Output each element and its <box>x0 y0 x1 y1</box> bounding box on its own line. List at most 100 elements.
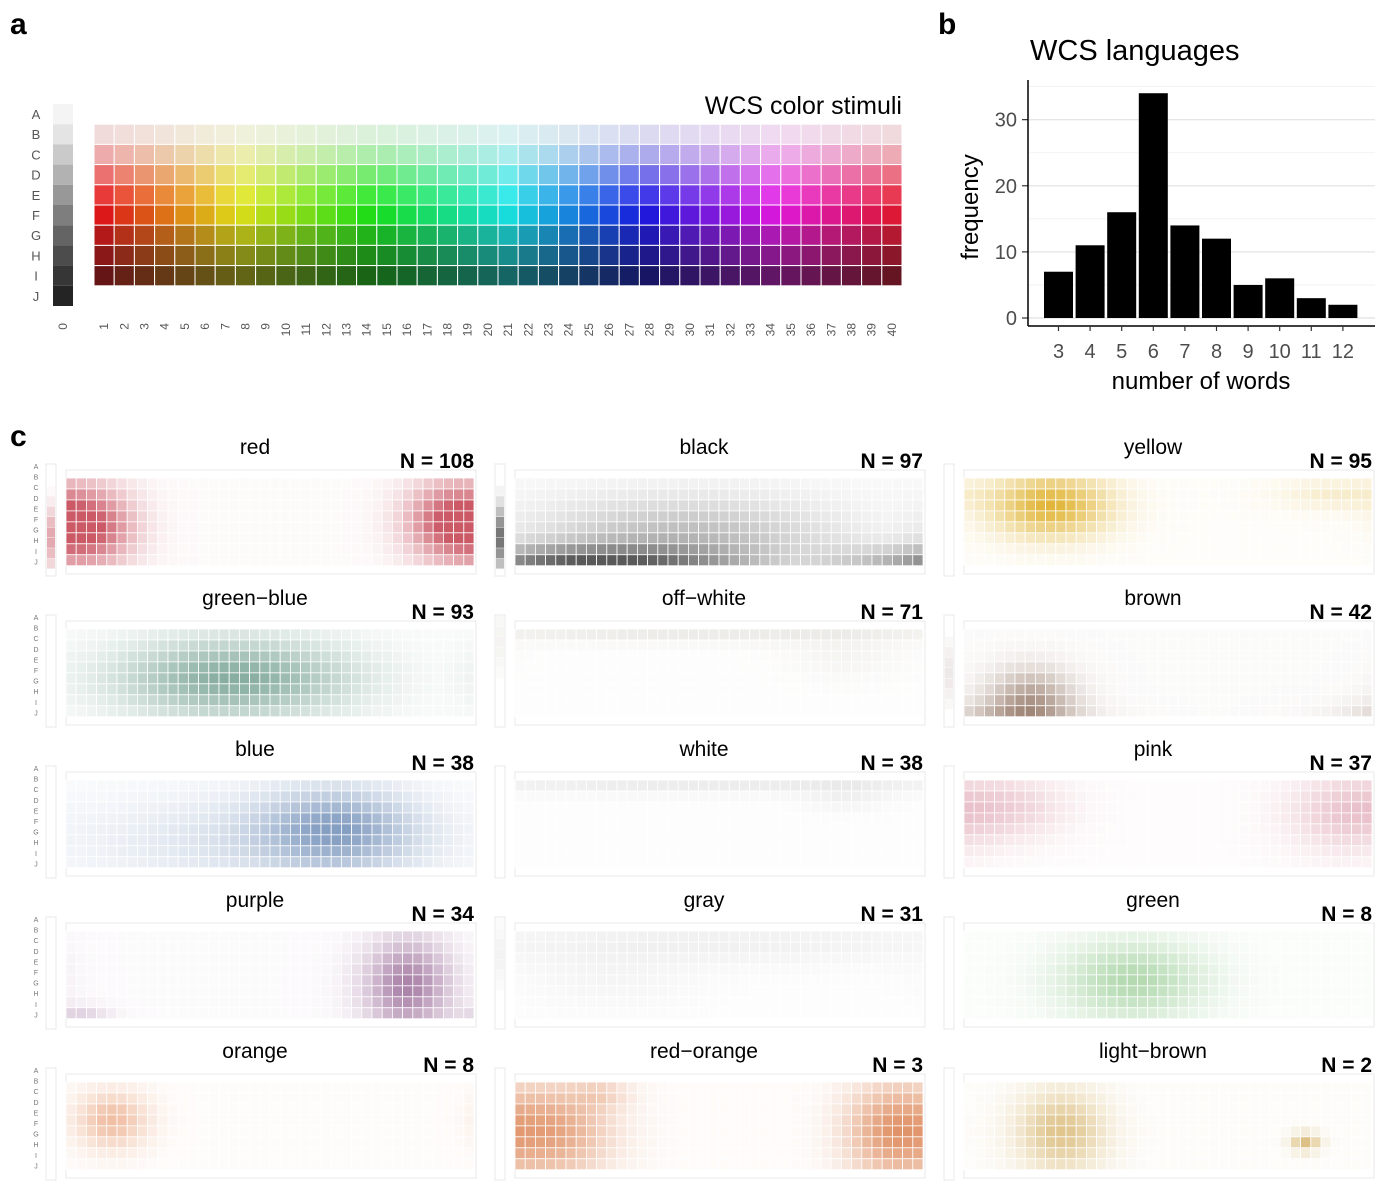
heat-cell <box>391 952 403 965</box>
heat-cell <box>463 845 475 858</box>
heat-cell <box>1249 834 1261 847</box>
heat-cell <box>871 532 883 545</box>
heat-cell <box>1351 996 1363 1009</box>
heat-cell <box>1106 554 1118 567</box>
heat-cell <box>126 1147 138 1160</box>
heat-cell <box>1004 834 1016 847</box>
column-label: 2 <box>117 323 131 330</box>
heat-cell <box>1228 532 1240 545</box>
heat-cell <box>1259 694 1271 707</box>
heat-cell <box>688 963 700 976</box>
heat-cell <box>698 1103 710 1116</box>
heat-cell <box>1157 823 1169 836</box>
heat-cell <box>759 779 771 792</box>
heat-cell <box>1279 694 1291 707</box>
heat-cell <box>861 650 873 663</box>
heat-cell <box>65 1007 77 1020</box>
heat-cell <box>106 477 118 490</box>
heat-cell <box>973 543 985 556</box>
heat-cell <box>106 521 118 534</box>
heat-cell <box>779 543 791 556</box>
heat-cell <box>1320 661 1332 674</box>
heat-cell <box>361 941 373 954</box>
heat-cell <box>1259 963 1271 976</box>
heat-cell <box>1177 996 1189 1009</box>
heat-cell <box>463 510 475 523</box>
heat-cell <box>340 554 352 567</box>
heat-cell <box>496 959 504 970</box>
color-chip <box>154 164 176 186</box>
heat-cell <box>688 779 700 792</box>
heat-cell <box>698 532 710 545</box>
heat-cell <box>575 705 587 718</box>
heat-cell <box>177 1092 189 1105</box>
heat-cell <box>126 823 138 836</box>
heat-cell <box>1147 974 1159 987</box>
heat-cell <box>800 650 812 663</box>
heat-cell <box>892 554 904 567</box>
heat-cell <box>463 543 475 556</box>
heat-cell <box>1188 856 1200 869</box>
heat-cell <box>1157 996 1169 1009</box>
heat-cell <box>320 779 332 792</box>
panel-title: red−orange <box>650 1040 758 1063</box>
heat-cell <box>1004 705 1016 718</box>
heat-cell <box>728 996 740 1009</box>
heat-cell <box>739 801 751 814</box>
heat-cell <box>238 834 250 847</box>
heat-cell <box>851 823 863 836</box>
heat-cell <box>810 1081 822 1094</box>
heat-cell <box>238 1147 250 1160</box>
heat-cell <box>1116 628 1128 641</box>
heat-cell <box>749 801 761 814</box>
heat-cell <box>984 996 996 1009</box>
heat-cell <box>75 694 87 707</box>
heat-cell <box>463 672 475 685</box>
heat-cell <box>524 963 536 976</box>
heat-cell <box>177 543 189 556</box>
heat-cell <box>524 628 536 641</box>
heat-cell <box>96 650 108 663</box>
heat-cell <box>881 650 893 663</box>
heat-cell <box>545 1103 557 1116</box>
heat-cell <box>167 683 179 696</box>
color-chip <box>800 244 822 267</box>
heat-cell <box>728 941 740 954</box>
heat-cell <box>432 499 444 512</box>
heat-cell <box>167 963 179 976</box>
column-label: 37 <box>824 323 838 337</box>
heat-cell <box>1269 705 1281 718</box>
heat-cell <box>1004 845 1016 858</box>
heat-cell <box>647 930 659 943</box>
heat-cell <box>330 499 342 512</box>
heat-cell <box>1351 705 1363 718</box>
heat-cell <box>759 941 771 954</box>
heat-cell <box>1208 683 1220 696</box>
heat-cell <box>147 1136 159 1149</box>
heat-cell <box>779 941 791 954</box>
heat-cell <box>851 963 863 976</box>
heat-cell <box>1320 834 1332 847</box>
heat-cell <box>647 996 659 1009</box>
heat-cell <box>422 812 434 825</box>
heat-cell <box>442 963 454 976</box>
color-chip <box>356 265 378 287</box>
heat-cell <box>759 834 771 847</box>
heat-cell <box>453 790 465 803</box>
heat-cell <box>198 1081 210 1094</box>
heat-cell <box>1096 628 1108 641</box>
color-chip <box>780 224 802 246</box>
heat-cell <box>790 543 802 556</box>
heat-cell <box>626 952 638 965</box>
heat-cell <box>912 963 924 976</box>
heat-cell <box>136 705 148 718</box>
heat-cell <box>422 554 434 567</box>
heat-cell <box>657 996 669 1009</box>
heat-cell <box>330 628 342 641</box>
heat-cell <box>881 985 893 998</box>
heat-cell <box>1167 952 1179 965</box>
heat-cell <box>586 834 598 847</box>
heat-cell <box>1014 705 1026 718</box>
heat-cell <box>586 930 598 943</box>
heat-cell <box>238 628 250 641</box>
